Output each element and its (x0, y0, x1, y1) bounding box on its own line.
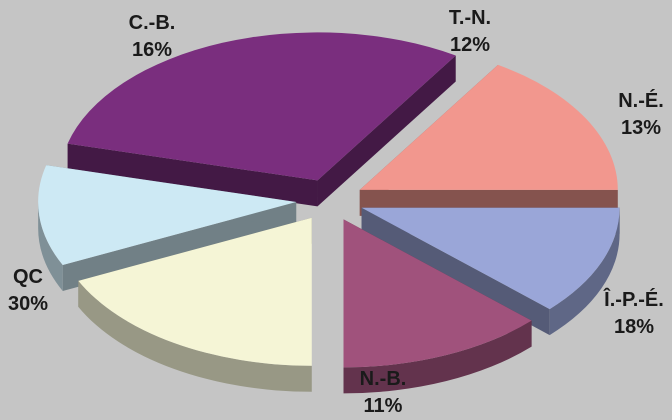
pie-slice-side-nb-start (62, 201, 297, 291)
pie-slice-rim-tn (549, 207, 620, 336)
pie-slice-nb (38, 165, 297, 291)
pie-slice-top-cb (359, 64, 618, 190)
pie-slice-top-tn (361, 207, 620, 310)
pie-slice-tn (361, 207, 620, 336)
slice-value-nb: 11% (363, 395, 403, 417)
slice-name-ne: N.-É. (618, 90, 664, 112)
pie-slice-top-qc (67, 32, 456, 181)
pie-slice-side-qc-start (67, 143, 318, 207)
slice-label-qc: QC 30% (8, 264, 48, 318)
slice-label-ne: N.-É. 13% (618, 88, 664, 142)
pie-slice-rim-nb (38, 201, 63, 291)
pie-slice-rim-p (78, 280, 312, 392)
slice-label-cb: C.-B. 16% (129, 10, 176, 64)
pie-slice-n (343, 219, 532, 394)
pie-slice-rim-n (343, 320, 532, 394)
slice-label-tn: T.-N. 12% (449, 5, 491, 59)
slice-value-ipe: 18% (613, 316, 655, 338)
slice-name-nb: N.-B. (359, 368, 407, 390)
pie-slice-top-n (343, 219, 532, 368)
pie-slice-p (78, 217, 312, 392)
slice-value-cb: 16% (131, 39, 173, 61)
pie-slice-qc (67, 32, 456, 207)
slice-value-tn: 12% (449, 34, 491, 56)
slice-value-qc: 30% (7, 293, 49, 315)
slice-label-nb: N.-B. 11% (360, 366, 407, 420)
pie-slice-side-tn-end (361, 207, 550, 336)
slice-name-tn: T.-N. (448, 7, 492, 29)
pie-slice-top-p (78, 217, 312, 366)
slice-name-cb: C.-B. (128, 12, 176, 34)
slice-value-ne: 13% (620, 117, 662, 139)
slice-name-qc: QC (13, 266, 43, 288)
pie-slice-top-nb (38, 165, 297, 265)
slice-label-ipe: Î.-P.-É. 18% (604, 287, 664, 341)
slice-name-ipe: Î.-P.-É. (604, 289, 664, 311)
pie-slice-side-qc-end (317, 55, 456, 207)
